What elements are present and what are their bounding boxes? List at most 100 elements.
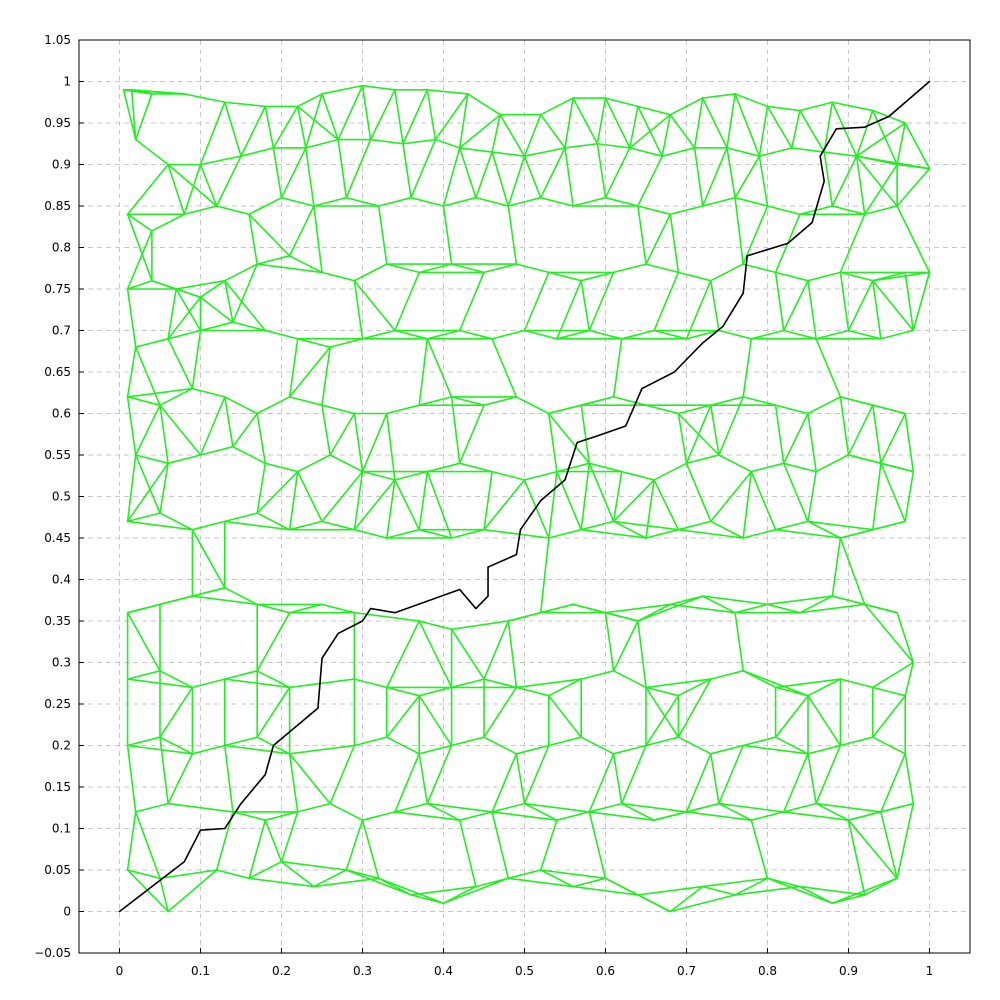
- graph-edge-671: [782, 802, 817, 813]
- graph-edge-606: [580, 736, 615, 755]
- graph-edge-81: [215, 155, 242, 207]
- graph-edge-277: [653, 329, 688, 340]
- graph-edge-227: [774, 271, 809, 282]
- graph-edge-56: [726, 93, 736, 149]
- graph-edge-32: [458, 93, 469, 149]
- graph-edge-376: [418, 470, 429, 531]
- graph-edge-510: [799, 595, 834, 614]
- graph-edge-193: [288, 255, 323, 274]
- graph-edge-324: [515, 396, 550, 415]
- graph-edge-234: [839, 213, 866, 274]
- graph-edge-97: [523, 155, 542, 199]
- x-tick-label-9: 0.9: [839, 964, 858, 978]
- graph-edge-399: [750, 470, 777, 531]
- graph-edge-111: [831, 155, 858, 207]
- graph-edge-198: [353, 279, 364, 340]
- graph-edge-398: [750, 462, 785, 473]
- graph-edge-621: [839, 736, 874, 747]
- graph-edge-70: [896, 122, 907, 166]
- graph-edge-132: [304, 147, 315, 207]
- y-tick-label-19: 0.9: [52, 158, 71, 172]
- graph-edge-655: [556, 811, 591, 822]
- graph-edge-618: [774, 736, 809, 755]
- graph-edge-327: [547, 412, 591, 465]
- graph-edge-658: [588, 802, 623, 813]
- graph-edge-209: [507, 205, 518, 265]
- graph-edge-590: [288, 752, 299, 813]
- graph-edge-33: [434, 93, 469, 141]
- graph-edge-154: [596, 142, 607, 199]
- graph-edge-640: [280, 811, 299, 863]
- graph-edge-308: [288, 396, 323, 407]
- graph-edge-42: [572, 97, 599, 145]
- graph-edge-716: [701, 885, 736, 896]
- graph-edge-86: [296, 105, 340, 141]
- graph-edge-272: [556, 329, 591, 340]
- graph-edge-265: [458, 329, 493, 340]
- graph-edge-268: [491, 337, 518, 398]
- graph-edge-303: [224, 396, 234, 448]
- graph-edge-678: [880, 802, 915, 813]
- graph-edge-523: [159, 669, 194, 689]
- graph-edge-371: [353, 470, 364, 531]
- graph-edge-447: [677, 528, 745, 539]
- graph-edge-645: [394, 802, 429, 813]
- graph-edge-178: [126, 279, 153, 290]
- graph-edge-478: [353, 611, 421, 622]
- graph-edge-300: [167, 337, 194, 390]
- graph-edge-243: [134, 337, 169, 348]
- graph-edge-548: [515, 686, 550, 697]
- graph-edge-93: [458, 113, 502, 149]
- graph-edge-375: [426, 462, 461, 473]
- graph-edge-102: [661, 147, 696, 157]
- graph-edge-525: [191, 678, 226, 689]
- graph-edge-358: [134, 454, 161, 514]
- graph-edge-55: [734, 93, 769, 108]
- graph-edge-724: [766, 877, 834, 905]
- graph-edge-681: [126, 869, 161, 880]
- y-tick-label-1: 0: [63, 905, 71, 919]
- graph-edge-503: [701, 595, 769, 606]
- graph-edge-142: [442, 205, 453, 265]
- graph-edge-195: [313, 205, 323, 274]
- graph-edge-693: [280, 860, 348, 871]
- graph-edge-648: [426, 802, 461, 822]
- shortest-path-line: [118, 80, 931, 913]
- graph-edge-224: [685, 279, 712, 340]
- graph-edge-29: [426, 89, 437, 141]
- graph-edge-650: [458, 811, 493, 822]
- graph-edge-584: [159, 736, 194, 755]
- graph-edge-449: [774, 528, 842, 539]
- graph-edge-604: [547, 736, 583, 747]
- graph-edge-573: [774, 694, 809, 739]
- graph-edge-27: [369, 89, 396, 141]
- graph-edge-514: [839, 537, 866, 606]
- graph-edge-175: [855, 155, 866, 216]
- graph-edge-16: [296, 93, 323, 108]
- graph-edge-726: [863, 877, 898, 896]
- x-tick-label-8: 0.8: [758, 964, 777, 978]
- graph-edge-39: [523, 113, 542, 157]
- graph-edge-505: [734, 603, 769, 614]
- graph-edge-129: [272, 147, 283, 199]
- graph-edge-296: [159, 387, 194, 407]
- graph-edge-538: [385, 686, 421, 697]
- graph-edge-500: [669, 603, 736, 614]
- x-tick-label-3: 0.3: [353, 964, 372, 978]
- x-tick-label-5: 0.5: [515, 964, 534, 978]
- graph-edge-476: [321, 603, 356, 614]
- graph-edge-92: [458, 147, 477, 199]
- graph-edge-298: [159, 404, 169, 465]
- graph-edge-649: [426, 744, 453, 805]
- graph-edge-203: [394, 271, 421, 332]
- graph-edge-192: [232, 263, 259, 324]
- graph-edge-571: [774, 678, 842, 689]
- y-tick-label-18: 0.85: [44, 199, 71, 213]
- graph-edge-535: [353, 678, 388, 689]
- graph-edge-419: [256, 470, 299, 514]
- graph-edge-672: [782, 752, 809, 813]
- graph-edge-682: [126, 869, 169, 913]
- graph-edge-313: [353, 412, 364, 473]
- graph-edge-5: [130, 89, 137, 141]
- graph-edge-531: [256, 669, 291, 689]
